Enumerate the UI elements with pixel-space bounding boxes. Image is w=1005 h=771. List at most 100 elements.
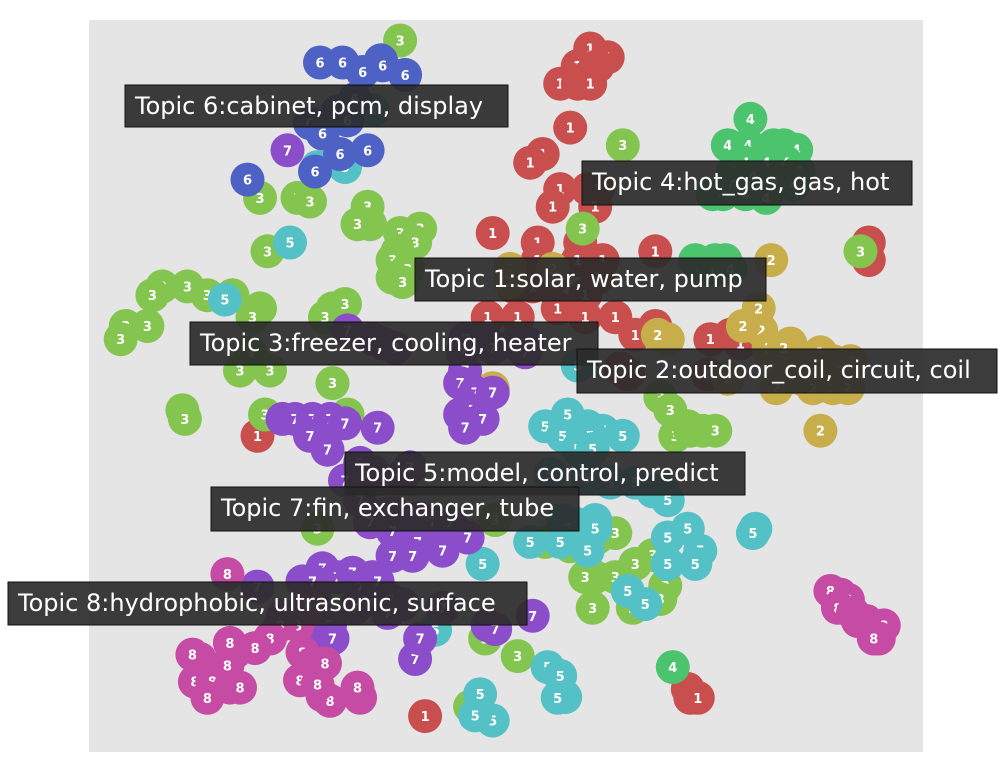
point-label: 1 [693,692,702,707]
point-label: 5 [663,494,672,509]
point-label: 3 [143,320,152,335]
point-label: 1 [566,122,575,137]
point-topic-5: 5 [628,587,663,622]
point-marker [573,66,608,101]
point-label: 1 [513,311,522,326]
point-label: 3 [328,377,337,392]
point-marker [543,524,578,559]
topic-label-8: Topic 8:hydrophobic, ultrasonic, surface [7,581,528,626]
point-marker [223,670,257,705]
point-label: 7 [488,387,497,402]
point-label: 2 [738,320,747,335]
point-topic-1: 1 [475,216,510,250]
topic-label-8-text: Topic 8:hydrophobic, ultrasonic, surface [17,589,496,617]
point-label: 1 [651,245,660,260]
point-label: 8 [320,657,329,672]
point-marker [300,667,335,702]
point-label: 4 [746,113,755,128]
point-label: 5 [556,536,565,551]
point-marker [843,234,878,269]
point-topic-7: 7 [395,538,430,573]
point-label: 8 [313,679,322,694]
point-topic-5: 5 [570,533,605,568]
point-marker [565,211,600,246]
point-topic-6: 6 [345,55,380,89]
point-topic-3: 3 [575,590,610,625]
point-marker [605,418,640,453]
topic-label-2-text: Topic 2:outdoor_coil, circuit, coil [586,356,971,384]
point-marker [513,524,548,559]
point-marker [345,55,380,89]
point-topic-1: 1 [553,110,588,145]
point-marker [403,621,438,656]
point-marker [640,317,675,352]
point-marker [678,546,713,581]
point-topic-7: 7 [448,410,483,445]
point-topic-5: 5 [605,418,640,453]
point-label: 3 [666,404,675,419]
point-label: 7 [461,422,470,437]
point-label: 6 [338,57,347,72]
point-topic-1: 1 [573,66,608,101]
point-marker [465,546,500,581]
point-marker [130,309,165,343]
point-marker [385,265,420,300]
point-label: 3 [396,35,405,50]
point-label: 5 [623,585,632,600]
point-label: 7 [388,550,397,565]
point-label: 5 [488,715,497,730]
point-topic-3: 3 [103,322,138,357]
point-topic-1: 1 [680,680,715,715]
point-label: 1 [706,333,715,348]
point-topic-2: 2 [640,317,675,352]
point-label: 1 [553,302,562,317]
point-marker [298,154,332,189]
point-label: 2 [754,302,763,317]
topic-label-1: Topic 1:solar, water, pump [414,257,767,302]
point-label: 1 [483,311,492,326]
point-label: 8 [826,585,835,600]
point-topic-3: 3 [698,413,733,448]
point-marker [540,680,575,715]
point-label: 5 [618,430,627,445]
point-marker [315,366,350,401]
point-marker [725,309,760,343]
point-label: 1 [736,338,745,353]
point-label: 4 [668,661,677,676]
point-topic-7: 7 [328,406,362,441]
topic-label-6-text: Topic 6:cabinet, pcm, display [134,92,483,120]
point-label: 3 [180,413,189,428]
point-marker [735,516,770,551]
point-topic-5: 5 [458,698,493,733]
point-label: 5 [556,670,565,685]
point-marker [653,393,688,428]
point-topic-6: 6 [230,162,265,197]
point-marker [360,410,395,445]
point-label: 1 [548,201,557,216]
point-label: 5 [471,709,480,724]
point-topic-5: 5 [650,520,685,555]
point-label: 5 [476,688,485,703]
point-label: 3 [581,571,590,586]
point-label: 1 [586,78,595,93]
point-label: 8 [223,660,232,675]
point-label: 7 [478,413,487,428]
point-label: 6 [310,166,319,181]
point-label: 3 [260,409,269,424]
point-label: 5 [591,523,600,538]
point-label: 8 [235,682,244,697]
point-topic-5: 5 [678,546,713,581]
point-topic-8: 8 [340,670,375,705]
point-label: 8 [223,568,232,583]
point-label: 7 [328,633,337,648]
point-label: 7 [340,417,349,432]
point-label: 1 [556,183,565,198]
point-marker [350,133,385,168]
point-topic-3: 3 [135,278,170,313]
point-marker [650,520,685,555]
point-marker [650,546,685,581]
point-label: 7 [528,610,537,625]
point-label: 3 [353,218,362,233]
point-label: 3 [148,289,157,304]
